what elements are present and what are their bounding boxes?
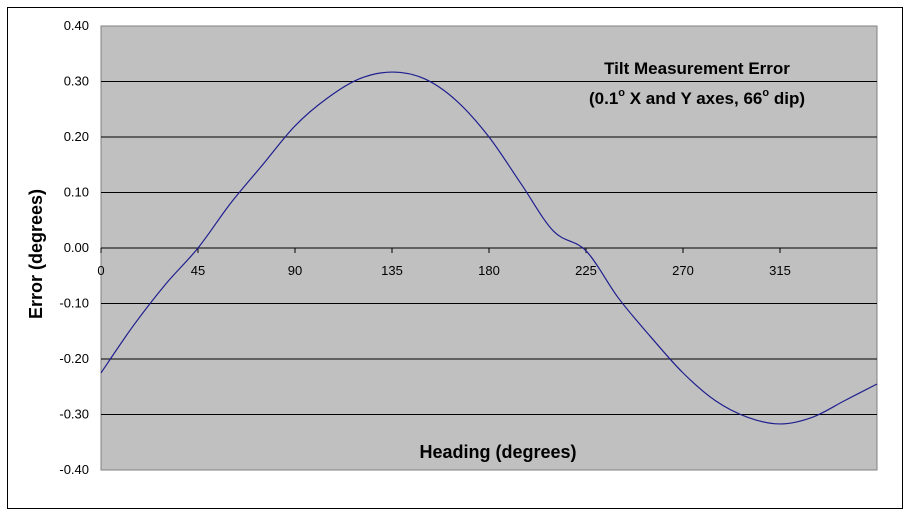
x-tick-label: 90 <box>288 263 302 278</box>
y-tick-label: -0.40 <box>59 462 89 477</box>
y-tick-label: -0.10 <box>59 296 89 311</box>
y-tick-label: 0.30 <box>64 74 89 89</box>
x-tick-labels: 0 45 90 135 180 225 270 315 <box>97 248 791 278</box>
chart-frame: 0.40 0.30 0.20 0.10 0.00 -0.10 -0.20 -0.30 -0.40… <box>7 7 903 509</box>
y-tick-label: 0.10 <box>64 185 89 200</box>
y-tick-label: -0.30 <box>59 407 89 422</box>
x-tick-label: 225 <box>575 263 597 278</box>
chart-title: Tilt Measurement Error <box>604 59 790 78</box>
x-tick-label: 315 <box>769 263 791 278</box>
grid-lines <box>101 81 877 415</box>
y-tick-label: 0.00 <box>64 240 89 255</box>
x-tick-label: 270 <box>672 263 694 278</box>
y-axis-title: Error (degrees) <box>26 189 46 319</box>
y-tick-label: 0.20 <box>64 129 89 144</box>
chart-subtitle: (0.1o X and Y axes, 66o dip) <box>589 87 805 108</box>
series-line <box>100 71 878 425</box>
x-axis-title: Heading (degrees) <box>419 442 576 462</box>
chart-svg: 0.40 0.30 0.20 0.10 0.00 -0.10 -0.20 -0.30 -0.40… <box>26 18 878 477</box>
x-tick-label: 45 <box>191 263 205 278</box>
x-tick-label: 135 <box>381 263 403 278</box>
x-tick-label: 180 <box>478 263 500 278</box>
y-tick-label: -0.20 <box>59 351 89 366</box>
y-tick-label: 0.40 <box>64 18 89 33</box>
y-tick-labels: 0.40 0.30 0.20 0.10 0.00 -0.10 -0.20 -0.30 -0.40 <box>59 18 89 477</box>
x-tick-label: 0 <box>97 263 104 278</box>
